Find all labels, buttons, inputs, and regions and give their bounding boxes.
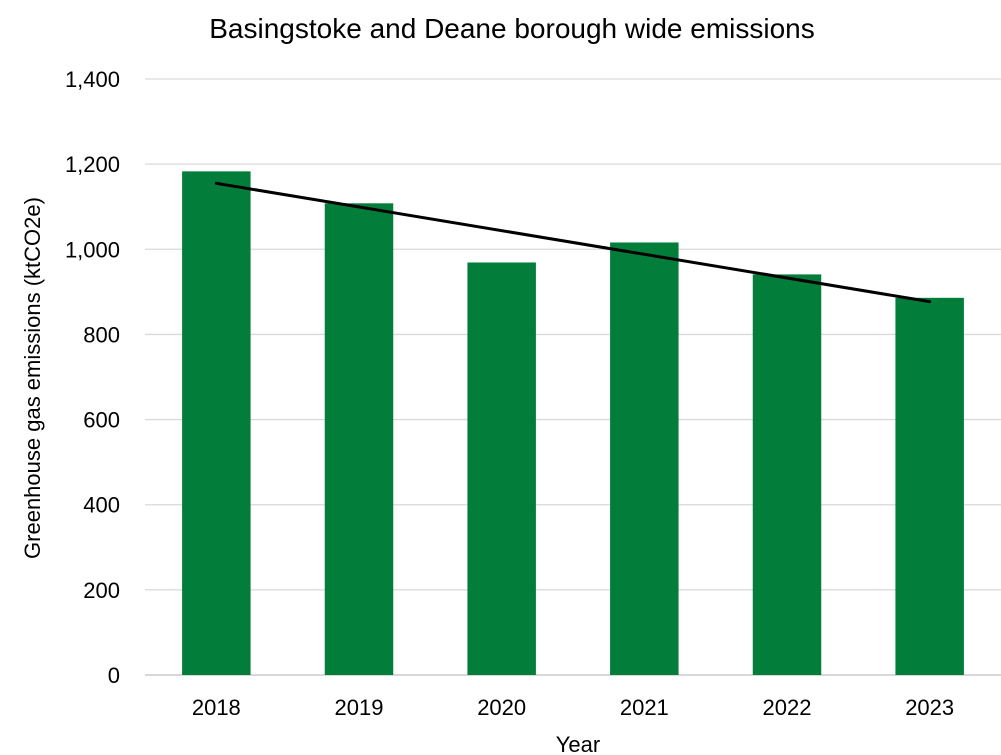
trendline xyxy=(214,181,932,304)
x-axis-ticks: 2018 2019 2020 2021 2022 2023 xyxy=(192,695,954,720)
x-axis-title: Year xyxy=(556,732,600,755)
x-tick-label: 2021 xyxy=(620,695,669,720)
bar-2022 xyxy=(752,274,822,675)
y-tick-label: 200 xyxy=(83,578,120,603)
bar-2018 xyxy=(182,171,251,675)
y-tick-label: 1,200 xyxy=(65,152,120,177)
y-tick-label: 1,400 xyxy=(65,67,120,92)
chart-title: Basingstoke and Deane borough wide emiss… xyxy=(209,13,815,44)
y-tick-label: 800 xyxy=(83,322,120,347)
bar-2023 xyxy=(895,297,964,675)
y-tick-label: 400 xyxy=(83,493,120,518)
y-axis-title: Greenhouse gas emissions (ktCO2e) xyxy=(20,197,45,559)
trendline-line xyxy=(214,181,932,304)
bar-2021 xyxy=(610,242,679,675)
bar-2020 xyxy=(467,262,536,675)
bars xyxy=(182,171,964,675)
x-tick-label: 2023 xyxy=(905,695,954,720)
y-tick-label: 600 xyxy=(83,408,120,433)
y-tick-label: 1,000 xyxy=(65,237,120,262)
bar-2019 xyxy=(324,203,394,675)
x-tick-label: 2018 xyxy=(192,695,241,720)
y-tick-label: 0 xyxy=(108,663,120,688)
x-tick-label: 2019 xyxy=(335,695,384,720)
gridlines xyxy=(145,78,1001,676)
x-tick-label: 2020 xyxy=(477,695,526,720)
x-tick-label: 2022 xyxy=(763,695,812,720)
y-axis-ticks: 0 200 400 600 800 1,000 1,200 1,400 xyxy=(65,67,120,688)
